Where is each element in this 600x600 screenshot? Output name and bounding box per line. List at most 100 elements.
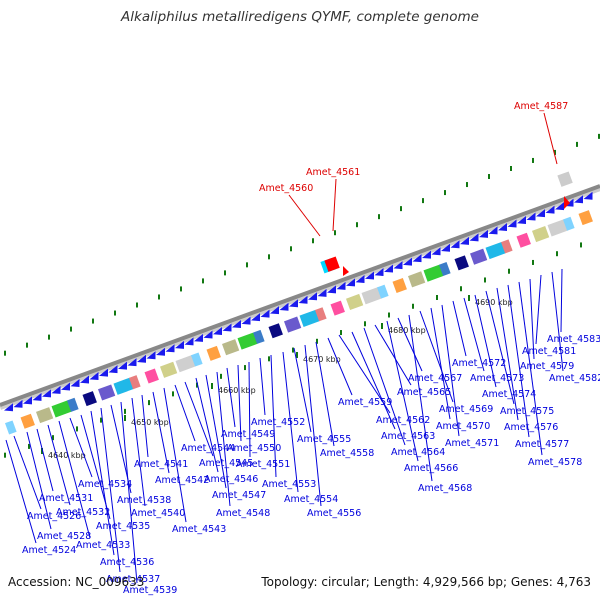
gene-label: Amet_4563 (381, 431, 435, 442)
gene-arrow (431, 247, 441, 256)
gene-label: Amet_4567 (408, 373, 462, 384)
gene-arrow (412, 254, 422, 263)
label-leader (205, 374, 227, 489)
label-leader (386, 320, 419, 462)
gene-arrow (99, 368, 108, 377)
gene-arrow (51, 385, 61, 394)
label-leader (338, 334, 391, 414)
gene-arrow (422, 250, 431, 259)
gene-arrow (460, 236, 469, 245)
gene-arrow (289, 299, 298, 308)
gene-label: Amet_4571 (445, 438, 499, 449)
label-leader (408, 314, 433, 482)
genome-summary-text: Topology: circular; Length: 4,929,566 bp… (261, 575, 591, 589)
gene-box-upper (324, 256, 340, 272)
gene-arrow (175, 340, 184, 349)
label-leader (5, 439, 37, 544)
gene-label: Amet_4578 (528, 457, 582, 468)
gene-box (283, 316, 302, 333)
label-leader (270, 354, 277, 478)
gene-arrow (270, 306, 279, 315)
gene-arrow (32, 392, 42, 401)
gene-arrow (545, 205, 555, 214)
gene-box (206, 345, 221, 361)
gene-label-red: Amet_4587 (514, 101, 568, 112)
gene-label: Amet_4568 (418, 483, 472, 494)
label-leader (441, 304, 460, 437)
label-leader (518, 281, 543, 456)
label-leader (293, 347, 312, 433)
gene-arrow (393, 261, 403, 270)
gene-arrow (260, 309, 270, 318)
scale-label: 4660 kbp (218, 386, 256, 395)
gene-box (547, 219, 568, 237)
gene-box (376, 284, 389, 299)
gene-arrow (137, 354, 146, 363)
gene-label: Amet_4535 (96, 521, 150, 532)
label-leader (174, 384, 196, 442)
label-leader (237, 364, 242, 442)
gene-arrow (365, 271, 374, 280)
gene-label: Amet_4547 (212, 490, 266, 501)
gene-label: Amet_4558 (320, 448, 374, 459)
label-leader (69, 417, 93, 478)
gene-label: Amet_4550 (227, 443, 281, 454)
gene-arrow (346, 278, 355, 287)
gene-arrow (241, 316, 251, 325)
scale-label: 4680 kbp (388, 326, 426, 335)
scale-label: 4670 kbp (303, 355, 341, 364)
gene-arrow (13, 399, 23, 408)
gene-arrow (498, 222, 507, 231)
gene-label: Amet_4537 (106, 574, 160, 585)
gene-arrow (42, 389, 51, 398)
gene-arrow (279, 302, 289, 311)
gene-arrow (526, 212, 536, 221)
gene-box (175, 355, 196, 373)
label-leader-red (332, 178, 337, 232)
label-leader (184, 381, 214, 457)
gene-box (501, 239, 513, 254)
gene-label: Amet_4562 (376, 415, 430, 426)
gene-arrow (298, 295, 308, 304)
gene-label: Amet_4546 (204, 474, 258, 485)
scale-labels: 4640 kbp 4650 kbp 4660 kbp 4670 kbp 4680 kbp… (41, 295, 513, 460)
gene-label-red: Amet_4560 (259, 183, 313, 194)
label-leader (474, 294, 497, 388)
backbone-line (0, 184, 600, 407)
gene-arrow (336, 281, 346, 290)
label-leader (463, 297, 485, 372)
gene-box (160, 361, 178, 378)
gene-label: Amet_4554 (284, 494, 338, 505)
label-leader (419, 310, 454, 403)
label-leader (507, 284, 530, 438)
gene-label: Amet_4576 (504, 422, 558, 433)
label-leader-red (543, 112, 558, 165)
gene-box (268, 323, 283, 339)
gene-label: Amet_4570 (436, 421, 490, 432)
gene-label-red: Amet_4561 (306, 167, 360, 178)
label-leader (430, 307, 451, 420)
gene-label: Amet_4524 (22, 545, 76, 556)
label-leader (452, 300, 467, 357)
gene-box-upper (557, 171, 573, 187)
gene-label: Amet_4543 (172, 524, 226, 535)
gene-label: Amet_4551 (236, 459, 290, 470)
gene-label: Amet_4540 (131, 508, 185, 519)
gene-arrow (156, 347, 165, 356)
gene-box (563, 216, 575, 231)
gene-label: Amet_4583 (547, 334, 600, 345)
gene-box (361, 287, 382, 305)
gene-arrow (374, 268, 384, 277)
scale-label: 4690 kbp (475, 298, 513, 307)
gene-arrow (127, 358, 137, 367)
label-leader (120, 401, 138, 584)
gene-label: Amet_4538 (117, 495, 171, 506)
gene-arrow (108, 365, 118, 374)
label-leader (529, 278, 535, 360)
gene-arrow (536, 209, 545, 218)
gene-box (20, 413, 35, 429)
gene-label: Amet_4577 (515, 439, 569, 450)
gene-box (315, 307, 327, 322)
gene-label: Amet_4566 (404, 463, 458, 474)
label-leader (535, 274, 542, 345)
